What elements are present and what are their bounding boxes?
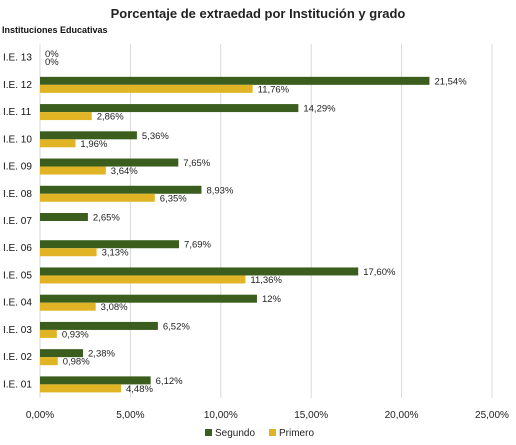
data-label: 7,65% — [183, 158, 210, 169]
bar-primero — [40, 112, 92, 121]
y-axis-title: Instituciones Educativas — [2, 25, 108, 35]
x-tick-label: 10,00% — [204, 410, 238, 421]
data-label: 0% — [45, 49, 59, 60]
data-label: 14,29% — [303, 104, 336, 115]
legend-swatch — [205, 429, 212, 436]
bars — [40, 76, 430, 393]
bar-segundo — [40, 376, 151, 385]
bar-primero — [40, 248, 97, 257]
category-label: I.E. 03 — [3, 325, 32, 336]
gridlines — [39, 44, 493, 398]
x-tick-label: 0,00% — [26, 410, 54, 421]
bar-primero — [40, 357, 58, 366]
x-tick-label: 15,00% — [294, 410, 328, 421]
category-label: I.E. 08 — [3, 189, 32, 200]
legend: Segundo Primero — [205, 428, 314, 439]
data-label: 21,54% — [434, 76, 467, 87]
bar-segundo — [40, 240, 180, 249]
bar-primero — [40, 193, 155, 202]
bar-primero — [40, 329, 57, 338]
bar-segundo — [40, 213, 88, 221]
bar-primero — [40, 275, 246, 284]
data-label: 11,76% — [258, 84, 290, 95]
x-tick-label: 5,00% — [116, 410, 144, 421]
bar-segundo — [40, 267, 359, 276]
bar-segundo — [40, 76, 430, 85]
data-label: 6,52% — [163, 321, 190, 332]
data-label: 0,98% — [63, 357, 90, 368]
category-labels: I.E. 13 I.E. 12 I.E. 11 I.E. 10 I.E. 09 I.E. … — [3, 53, 32, 391]
data-label: 1,96% — [80, 139, 107, 150]
bar-segundo — [40, 321, 158, 330]
x-tick-labels: 0,00% 5,00% 10,00% 15,00% 20,00% 25,00% — [26, 410, 509, 421]
x-tick-label: 20,00% — [385, 410, 419, 421]
category-label: I.E. 05 — [3, 270, 32, 281]
category-label: I.E. 01 — [3, 379, 32, 390]
data-label: 3,13% — [102, 248, 129, 259]
legend-label: Segundo — [215, 428, 255, 439]
bar-segundo — [40, 104, 299, 113]
bar-primero — [40, 139, 76, 148]
category-label: I.E. 12 — [3, 80, 32, 91]
data-label: 3,08% — [101, 302, 128, 313]
data-label: 2,38% — [88, 349, 115, 360]
bar-primero — [40, 302, 96, 311]
legend-label: Primero — [279, 428, 314, 439]
data-label: 8,93% — [206, 185, 233, 196]
bar-primero — [40, 166, 106, 175]
category-label: I.E. 13 — [3, 53, 32, 64]
chart-title: Porcentaje de extraedad por Institución … — [111, 6, 406, 21]
bar-segundo — [40, 185, 202, 194]
data-label: 2,86% — [97, 112, 124, 123]
bar-segundo — [40, 294, 257, 303]
data-label: 11,36% — [250, 275, 282, 286]
category-label: I.E. 07 — [3, 216, 32, 227]
category-label: I.E. 09 — [3, 162, 32, 173]
category-label: I.E. 11 — [3, 107, 32, 118]
data-labels: 0%0% 21,54% 11,76% 14,29% 2,86% 5,36% 1,96% 7,6… — [45, 49, 467, 395]
bar-primero — [40, 384, 121, 393]
data-label: 0% — [45, 57, 59, 68]
data-label: 5,36% — [142, 131, 169, 142]
data-label: 6,12% — [156, 376, 183, 387]
bar-segundo — [40, 131, 137, 140]
x-tick-label: 25,00% — [475, 410, 509, 421]
data-label: 6,35% — [160, 193, 187, 204]
category-label: I.E. 02 — [3, 352, 32, 363]
data-label: 7,69% — [184, 240, 211, 251]
category-label: I.E. 04 — [3, 298, 32, 309]
legend-swatch — [269, 429, 276, 436]
bar-primero — [40, 84, 253, 93]
data-label: 12% — [262, 294, 282, 305]
bar-segundo — [40, 349, 84, 358]
category-label: I.E. 06 — [3, 243, 32, 254]
category-label: I.E. 10 — [3, 134, 32, 145]
bar-segundo — [40, 158, 179, 167]
data-label: 17,60% — [363, 267, 396, 278]
data-label: 3,64% — [111, 166, 138, 177]
data-label: 2,65% — [93, 213, 120, 224]
data-label: 0,93% — [62, 329, 89, 340]
data-label: 4,48% — [126, 384, 153, 395]
